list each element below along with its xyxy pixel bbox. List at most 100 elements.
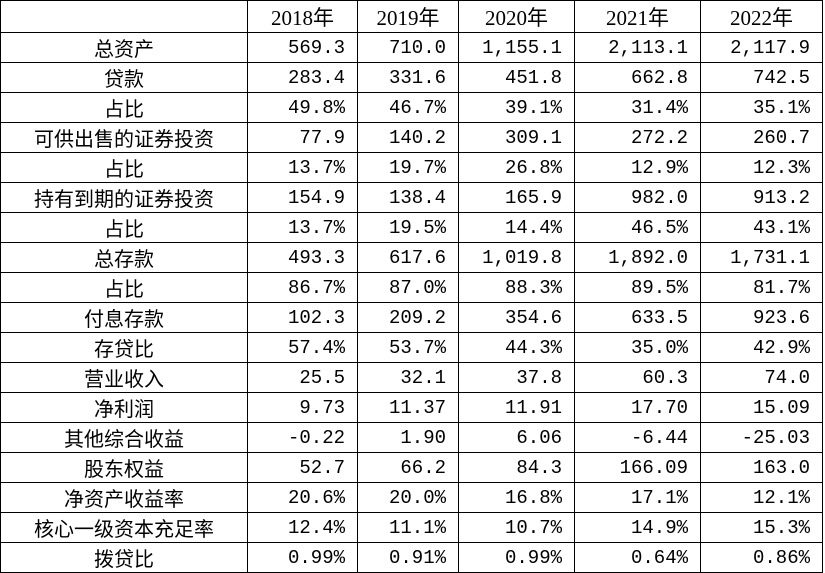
- table-row: 占比 13.7% 19.7% 26.8% 12.9% 12.3%: [0, 152, 823, 183]
- value-cell: 6.06: [458, 422, 575, 453]
- table-row: 占比 13.7% 19.5% 14.4% 46.5% 43.1%: [0, 212, 823, 243]
- value-cell: 19.5%: [357, 212, 459, 243]
- value-cell: 165.9: [458, 182, 575, 213]
- table-row: 核心一级资本充足率 12.4% 11.1% 10.7% 14.9% 15.3%: [0, 512, 823, 543]
- value-cell: 154.9: [247, 182, 358, 213]
- value-cell: 87.0%: [357, 272, 459, 303]
- table-row: 可供出售的证券投资 77.9 140.2 309.1 272.2 260.7: [0, 122, 823, 153]
- row-label: 持有到期的证券投资: [0, 182, 248, 213]
- value-cell: 0.99%: [458, 542, 575, 573]
- value-cell: 1,892.0: [574, 242, 701, 273]
- value-cell: 25.5: [247, 362, 358, 393]
- value-cell: 42.9%: [700, 332, 823, 363]
- column-header: 2022年: [700, 0, 823, 33]
- value-cell: 31.4%: [574, 92, 701, 123]
- value-cell: 15.3%: [700, 512, 823, 543]
- value-cell: 617.6: [357, 242, 459, 273]
- row-label: 可供出售的证券投资: [0, 122, 248, 153]
- value-cell: 0.99%: [247, 542, 358, 573]
- value-cell: 88.3%: [458, 272, 575, 303]
- value-cell: 140.2: [357, 122, 459, 153]
- value-cell: 11.37: [357, 392, 459, 423]
- value-cell: 13.7%: [247, 212, 358, 243]
- value-cell: 451.8: [458, 62, 575, 93]
- corner-cell: [0, 0, 248, 33]
- value-cell: 1.90: [357, 422, 459, 453]
- value-cell: 102.3: [247, 302, 358, 333]
- row-label: 占比: [0, 152, 248, 183]
- row-label: 占比: [0, 272, 248, 303]
- value-cell: 9.73: [247, 392, 358, 423]
- value-cell: 14.4%: [458, 212, 575, 243]
- value-cell: 0.64%: [574, 542, 701, 573]
- value-cell: 84.3: [458, 452, 575, 483]
- table-row: 净资产收益率 20.6% 20.0% 16.8% 17.1% 12.1%: [0, 482, 823, 513]
- value-cell: 742.5: [700, 62, 823, 93]
- value-cell: 710.0: [357, 32, 459, 63]
- value-cell: 39.1%: [458, 92, 575, 123]
- value-cell: 569.3: [247, 32, 358, 63]
- value-cell: 12.9%: [574, 152, 701, 183]
- column-header: 2019年: [357, 0, 459, 33]
- table-row: 贷款 283.4 331.6 451.8 662.8 742.5: [0, 62, 823, 93]
- value-cell: 11.1%: [357, 512, 459, 543]
- value-cell: 662.8: [574, 62, 701, 93]
- value-cell: 37.8: [458, 362, 575, 393]
- table-row: 付息存款 102.3 209.2 354.6 633.5 923.6: [0, 302, 823, 333]
- value-cell: -25.03: [700, 422, 823, 453]
- table-row: 营业收入 25.5 32.1 37.8 60.3 74.0: [0, 362, 823, 393]
- value-cell: 209.2: [357, 302, 459, 333]
- value-cell: 0.86%: [700, 542, 823, 573]
- value-cell: 260.7: [700, 122, 823, 153]
- header-row: 2018年 2019年 2020年 2021年 2022年: [0, 0, 823, 33]
- value-cell: 0.91%: [357, 542, 459, 573]
- row-label: 付息存款: [0, 302, 248, 333]
- value-cell: 66.2: [357, 452, 459, 483]
- value-cell: 2,117.9: [700, 32, 823, 63]
- value-cell: 26.8%: [458, 152, 575, 183]
- value-cell: 138.4: [357, 182, 459, 213]
- value-cell: 11.91: [458, 392, 575, 423]
- value-cell: 35.0%: [574, 332, 701, 363]
- value-cell: 20.6%: [247, 482, 358, 513]
- column-header: 2021年: [574, 0, 701, 33]
- value-cell: 913.2: [700, 182, 823, 213]
- row-label: 占比: [0, 212, 248, 243]
- value-cell: 354.6: [458, 302, 575, 333]
- row-label: 净利润: [0, 392, 248, 423]
- value-cell: 19.7%: [357, 152, 459, 183]
- value-cell: 60.3: [574, 362, 701, 393]
- value-cell: 49.8%: [247, 92, 358, 123]
- row-label: 股东权益: [0, 452, 248, 483]
- value-cell: 53.7%: [357, 332, 459, 363]
- value-cell: 46.5%: [574, 212, 701, 243]
- value-cell: 331.6: [357, 62, 459, 93]
- value-cell: 16.8%: [458, 482, 575, 513]
- row-label: 其他综合收益: [0, 422, 248, 453]
- value-cell: 163.0: [700, 452, 823, 483]
- row-label: 净资产收益率: [0, 482, 248, 513]
- table-row: 总资产 569.3 710.0 1,155.1 2,113.1 2,117.9: [0, 32, 823, 63]
- row-label: 核心一级资本充足率: [0, 512, 248, 543]
- table-row: 占比 86.7% 87.0% 88.3% 89.5% 81.7%: [0, 272, 823, 303]
- value-cell: 10.7%: [458, 512, 575, 543]
- table-row: 股东权益 52.7 66.2 84.3 166.09 163.0: [0, 452, 823, 483]
- value-cell: 12.1%: [700, 482, 823, 513]
- table-body: 总资产 569.3 710.0 1,155.1 2,113.1 2,117.9 贷款 283.…: [0, 32, 823, 573]
- value-cell: 493.3: [247, 242, 358, 273]
- table-row: 拨贷比 0.99% 0.91% 0.99% 0.64% 0.86%: [0, 542, 823, 573]
- value-cell: 283.4: [247, 62, 358, 93]
- value-cell: 17.70: [574, 392, 701, 423]
- row-label: 总存款: [0, 242, 248, 273]
- value-cell: 32.1: [357, 362, 459, 393]
- column-header: 2020年: [458, 0, 575, 33]
- table-row: 持有到期的证券投资 154.9 138.4 165.9 982.0 913.2: [0, 182, 823, 213]
- row-label: 总资产: [0, 32, 248, 63]
- value-cell: 12.3%: [700, 152, 823, 183]
- value-cell: 20.0%: [357, 482, 459, 513]
- value-cell: 12.4%: [247, 512, 358, 543]
- row-label: 营业收入: [0, 362, 248, 393]
- row-label: 拨贷比: [0, 542, 248, 573]
- value-cell: 923.6: [700, 302, 823, 333]
